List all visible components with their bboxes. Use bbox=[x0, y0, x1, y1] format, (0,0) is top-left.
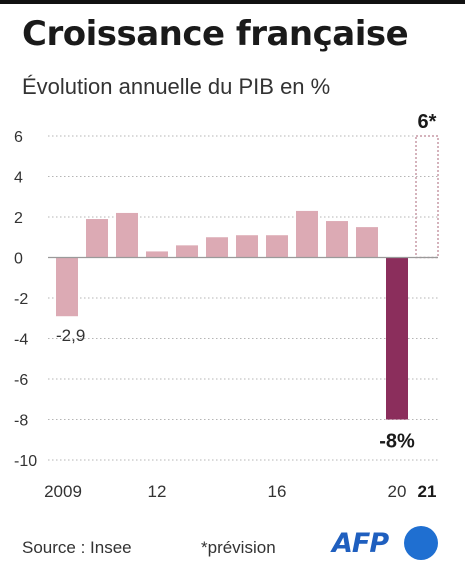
chart-title: Croissance française bbox=[22, 14, 409, 54]
bar bbox=[236, 235, 258, 258]
data-label: 6* bbox=[418, 111, 437, 133]
bar bbox=[206, 237, 228, 258]
x-tick-label: 16 bbox=[268, 482, 287, 501]
bar bbox=[116, 212, 138, 258]
chart-subtitle: Évolution annuelle du PIB en % bbox=[22, 74, 331, 99]
afp-logo-dot bbox=[404, 526, 438, 560]
bar bbox=[146, 251, 168, 258]
y-tick-label: 4 bbox=[14, 170, 23, 187]
bar-forecast bbox=[415, 135, 439, 259]
bar bbox=[296, 210, 318, 258]
x-tick-label: 2009 bbox=[44, 482, 82, 501]
bar bbox=[356, 227, 378, 258]
data-label: -2,9 bbox=[56, 326, 85, 345]
bar bbox=[176, 245, 198, 258]
y-tick-label: -10 bbox=[14, 453, 37, 470]
bar bbox=[386, 257, 408, 420]
y-tick-label: -8 bbox=[14, 413, 28, 430]
y-tick-label: -2 bbox=[14, 291, 28, 308]
y-tick-label: 0 bbox=[14, 251, 23, 268]
afp-logo-text: AFP bbox=[332, 528, 389, 559]
bar bbox=[326, 221, 348, 258]
y-tick-label: 6 bbox=[14, 129, 23, 146]
bar bbox=[266, 235, 288, 258]
x-tick-label: 21 bbox=[418, 482, 437, 501]
top-rule bbox=[0, 0, 465, 4]
data-label: -8% bbox=[379, 431, 415, 453]
x-tick-label: 20 bbox=[388, 482, 407, 501]
bar bbox=[56, 257, 78, 317]
y-tick-label: 2 bbox=[14, 210, 23, 227]
forecast-note: *prévision bbox=[201, 538, 276, 557]
afp-logo: AFP bbox=[332, 526, 442, 562]
x-tick-label: 12 bbox=[148, 482, 167, 501]
y-tick-label: -4 bbox=[14, 332, 28, 349]
y-tick-label: -6 bbox=[14, 372, 28, 389]
source-note: Source : Insee bbox=[22, 538, 132, 557]
bar bbox=[86, 219, 108, 258]
